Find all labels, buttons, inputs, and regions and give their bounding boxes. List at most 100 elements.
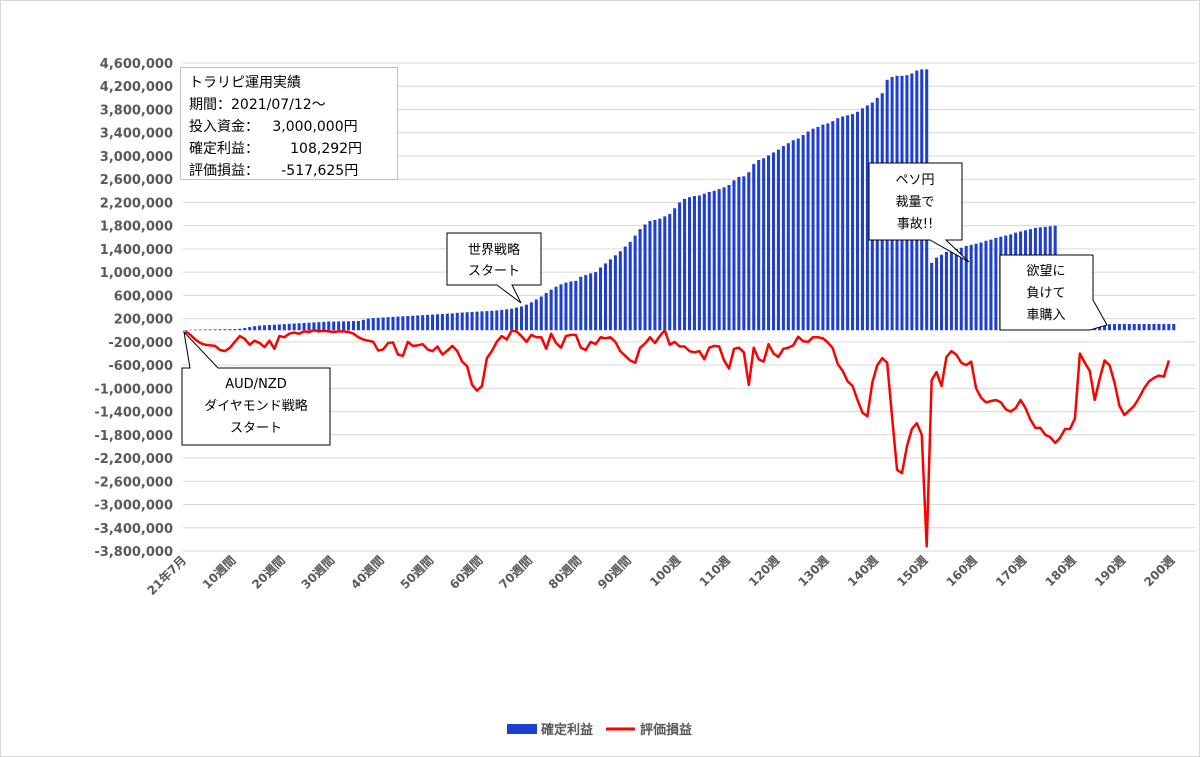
x-tick-label: 70週間 [496, 553, 535, 592]
bar [594, 272, 598, 331]
bar [826, 123, 830, 331]
bar [969, 244, 973, 331]
bar [198, 329, 202, 331]
bar [762, 158, 766, 331]
legend-swatch-realized [507, 724, 537, 734]
bar [954, 248, 958, 331]
callout-audnzd-line2: ダイヤモンド戦略 [204, 398, 308, 414]
bar [292, 323, 296, 331]
bar [1142, 323, 1146, 331]
legend: 確定利益 評価損益 [507, 722, 692, 738]
y-tick-label: 3,400,000 [100, 127, 173, 142]
bar [282, 324, 286, 331]
info-period: 期間：2021/07/12～ [189, 97, 326, 113]
bar [989, 239, 993, 331]
bar [1107, 324, 1112, 331]
bar [678, 202, 682, 331]
bar [445, 313, 449, 331]
bar [791, 140, 795, 331]
x-axis: 21年7月 10週間 20週間 30週間 40週間 50週間 60週間 70週間 80週間 90週… [144, 553, 1178, 598]
bar [332, 321, 336, 331]
bar [554, 286, 558, 331]
bar [994, 237, 998, 331]
x-tick-label: 90週間 [594, 553, 633, 592]
x-tick-label: 80週間 [545, 553, 584, 592]
y-tick-label: 1,000,000 [100, 266, 173, 281]
bar [519, 306, 524, 331]
bar [510, 308, 514, 331]
bar [272, 324, 276, 331]
bar [653, 219, 657, 331]
bar [564, 282, 568, 331]
info-box: トラリピ運用実績 期間：2021/07/12～ 投入資金： 3,000,000円… [180, 67, 398, 180]
info-realized: 確定利益： 108,292円 [189, 141, 363, 157]
bar [979, 242, 983, 331]
bar [361, 319, 365, 331]
bar [218, 329, 222, 331]
bar [697, 195, 701, 331]
line-series-unrealized [184, 328, 1171, 548]
y-tick-label: 200,000 [114, 313, 173, 328]
bar [193, 329, 197, 331]
bar [846, 115, 850, 331]
bar [243, 327, 247, 331]
bar [500, 309, 504, 331]
bar [253, 326, 257, 331]
bar [337, 321, 341, 331]
bar [1162, 323, 1166, 331]
bar [529, 302, 533, 331]
y-tick-label: -3,000,000 [94, 499, 173, 514]
callout-peso-line3: 事故!! [897, 217, 933, 232]
bar [228, 329, 232, 331]
x-tick-label: 100週 [646, 553, 683, 590]
bar [663, 216, 667, 331]
x-tick-label: 120週 [745, 553, 782, 590]
y-tick-label: -3,800,000 [94, 545, 173, 560]
bar [411, 315, 415, 331]
x-tick-label: 30週間 [298, 553, 337, 592]
bar [549, 289, 553, 331]
bar [821, 124, 825, 331]
bar [1167, 323, 1171, 331]
bar [707, 191, 711, 331]
bar [643, 224, 647, 331]
bar [238, 328, 242, 331]
bar [628, 241, 632, 331]
bar [742, 176, 746, 331]
bar [1122, 323, 1126, 331]
bar [1157, 323, 1161, 331]
bar [258, 325, 262, 331]
bar [307, 322, 311, 331]
bar [1147, 323, 1151, 331]
bar [935, 257, 939, 331]
bar [208, 329, 212, 331]
bar [796, 138, 800, 331]
bar [233, 329, 237, 331]
bar [618, 251, 622, 331]
bar [1103, 324, 1107, 331]
y-tick-label: -1,800,000 [94, 429, 173, 444]
bar [757, 160, 761, 331]
bar [297, 323, 301, 331]
bar [366, 318, 370, 331]
bar [386, 317, 390, 331]
y-tick-label: -600,000 [108, 359, 173, 374]
bar [964, 246, 968, 331]
bar [574, 280, 578, 331]
bar [490, 310, 494, 331]
x-tick-label: 60週間 [446, 553, 485, 592]
bar [1117, 324, 1121, 331]
bar [959, 247, 963, 331]
x-tick-label: 190週 [1091, 553, 1128, 590]
bar [1112, 324, 1116, 331]
y-tick-label: 3,800,000 [100, 103, 173, 118]
x-tick-label: 140週 [844, 553, 881, 590]
bar [786, 143, 790, 331]
bar [317, 322, 321, 331]
y-tick-label: -2,600,000 [94, 475, 173, 490]
bar [752, 164, 756, 331]
bar [623, 246, 627, 331]
bar [984, 240, 988, 331]
bar [302, 322, 306, 331]
bar [732, 180, 736, 331]
